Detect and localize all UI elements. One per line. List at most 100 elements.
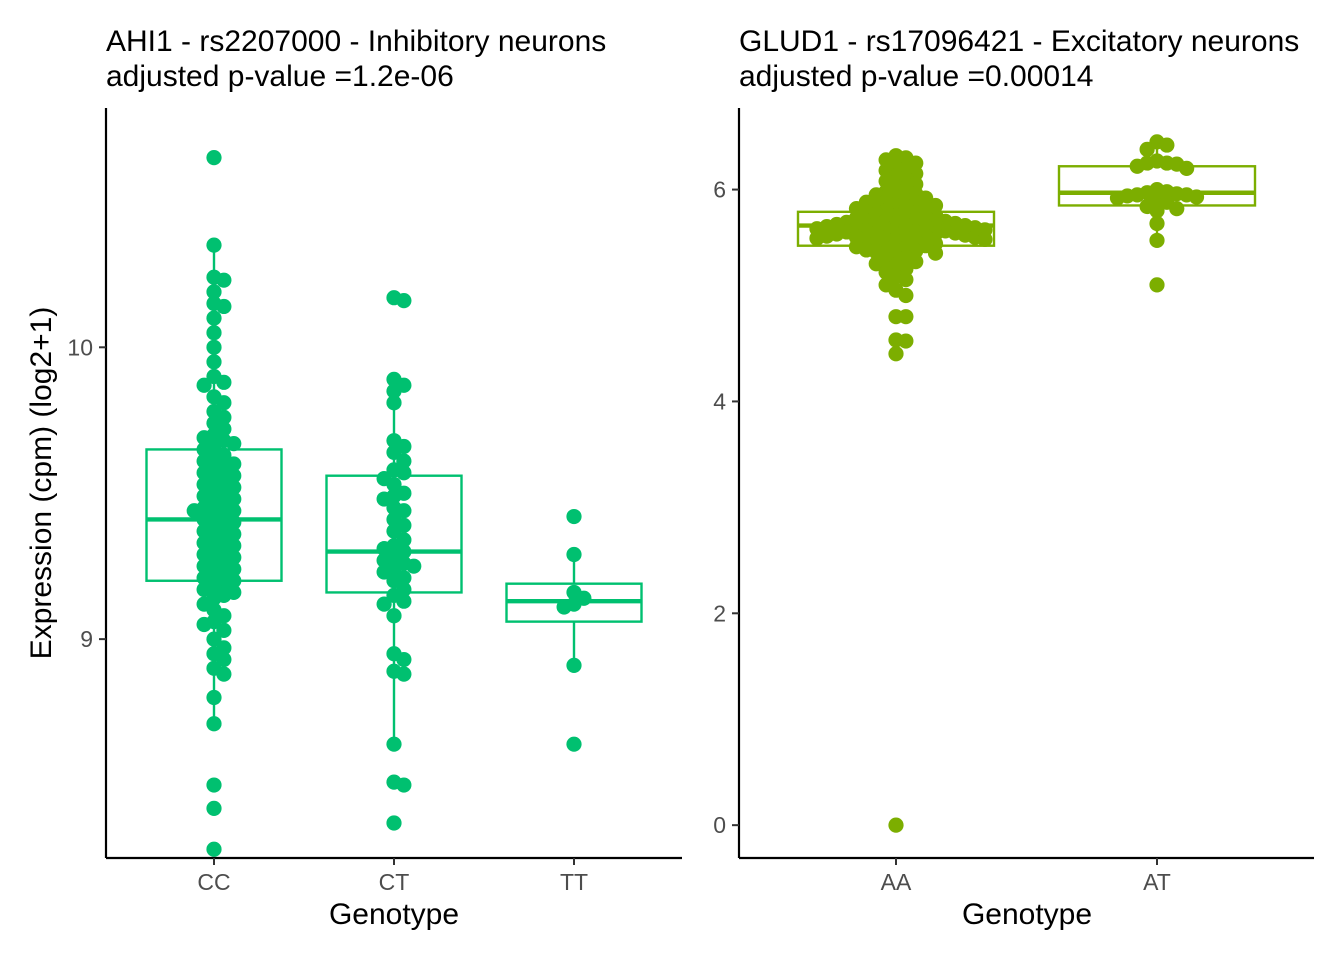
data-point bbox=[206, 284, 222, 300]
data-point bbox=[206, 716, 222, 732]
data-point bbox=[1169, 201, 1185, 217]
data-point bbox=[898, 287, 914, 304]
data-point bbox=[376, 564, 392, 580]
data-point bbox=[396, 651, 412, 668]
data-point bbox=[1179, 160, 1195, 176]
data-point bbox=[196, 558, 212, 574]
x-tick-label: AT bbox=[1143, 869, 1171, 895]
data-point bbox=[216, 272, 232, 288]
data-point bbox=[809, 230, 825, 246]
data-point bbox=[386, 444, 402, 460]
data-point bbox=[1139, 141, 1155, 157]
data-point bbox=[206, 237, 222, 253]
data-point bbox=[196, 523, 212, 539]
points-cc bbox=[186, 150, 242, 857]
data-point bbox=[1149, 215, 1165, 232]
data-point bbox=[196, 441, 212, 458]
data-point bbox=[868, 256, 884, 272]
panel-glud1: GLUD1 - rs17096421 - Excitatory neurons … bbox=[713, 25, 1314, 931]
y-ticks: 0 2 4 6 bbox=[713, 177, 739, 838]
data-point bbox=[196, 476, 212, 493]
data-point bbox=[396, 293, 412, 309]
data-point bbox=[196, 465, 212, 481]
data-point bbox=[566, 508, 582, 525]
data-point bbox=[196, 377, 212, 393]
data-point bbox=[206, 354, 222, 370]
data-point bbox=[196, 511, 212, 528]
data-point bbox=[196, 535, 212, 551]
data-point bbox=[396, 777, 412, 793]
data-point bbox=[566, 736, 582, 752]
data-point bbox=[1149, 203, 1165, 219]
data-point bbox=[396, 465, 412, 481]
data-point bbox=[1129, 158, 1145, 174]
data-point bbox=[196, 453, 212, 469]
data-point bbox=[386, 476, 402, 493]
data-point bbox=[376, 491, 392, 507]
x-tick-label: TT bbox=[560, 869, 588, 895]
y-tick-label: 9 bbox=[80, 626, 93, 652]
data-point bbox=[206, 631, 222, 647]
data-point bbox=[196, 570, 212, 586]
data-point bbox=[386, 736, 402, 752]
data-point bbox=[376, 541, 392, 557]
data-point bbox=[206, 841, 222, 857]
data-point bbox=[386, 395, 402, 411]
y-tick-label: 0 bbox=[713, 812, 726, 838]
x-tick-label: CT bbox=[379, 869, 410, 895]
data-point bbox=[386, 383, 402, 399]
data-point bbox=[566, 657, 582, 673]
data-point bbox=[226, 436, 242, 452]
data-point bbox=[1149, 277, 1165, 293]
data-point bbox=[396, 503, 412, 519]
points-tt bbox=[556, 508, 592, 752]
data-point bbox=[196, 546, 212, 563]
data-point bbox=[888, 817, 904, 833]
data-point bbox=[927, 245, 944, 261]
y-tick-label: 2 bbox=[713, 600, 726, 626]
panel-ahi1: AHI1 - rs2207000 - Inhibitory neurons ad… bbox=[25, 25, 682, 931]
x-ticks: AA AT bbox=[881, 858, 1171, 895]
points-ct bbox=[376, 290, 422, 831]
data-point bbox=[556, 599, 572, 615]
data-point bbox=[206, 150, 222, 166]
panel-title: GLUD1 - rs17096421 - Excitatory neurons bbox=[739, 25, 1299, 58]
data-point bbox=[206, 310, 222, 326]
data-point bbox=[396, 593, 412, 609]
data-point bbox=[406, 558, 422, 574]
data-point bbox=[1159, 137, 1175, 153]
data-point bbox=[216, 374, 232, 390]
points-at bbox=[1109, 134, 1205, 293]
data-point bbox=[386, 573, 402, 589]
y-tick-label: 10 bbox=[67, 334, 93, 360]
panel-subtitle: adjusted p-value =0.00014 bbox=[739, 60, 1093, 93]
data-point bbox=[376, 596, 392, 612]
point-layer bbox=[809, 134, 1205, 833]
data-point bbox=[376, 552, 392, 568]
data-point bbox=[386, 815, 402, 831]
y-tick-label: 6 bbox=[713, 177, 726, 203]
data-point bbox=[1109, 190, 1126, 206]
x-axis-label: Genotype bbox=[329, 898, 459, 931]
data-point bbox=[206, 800, 222, 816]
x-axis-label: Genotype bbox=[962, 898, 1092, 931]
data-point bbox=[216, 298, 232, 315]
data-point bbox=[196, 430, 212, 446]
points-aa bbox=[809, 148, 993, 833]
data-point bbox=[186, 503, 202, 519]
y-axis-label: Expression (cpm) (log2+1) bbox=[25, 307, 58, 660]
data-point bbox=[566, 546, 582, 563]
data-point bbox=[386, 523, 402, 539]
data-point bbox=[898, 333, 914, 349]
panel-subtitle: adjusted p-value =1.2e-06 bbox=[106, 60, 454, 93]
data-point bbox=[386, 608, 402, 624]
x-tick-label: CC bbox=[197, 869, 230, 895]
x-tick-label: AA bbox=[881, 869, 912, 895]
data-point bbox=[396, 666, 412, 682]
data-point bbox=[196, 581, 212, 598]
data-point bbox=[216, 622, 232, 638]
data-point bbox=[216, 395, 232, 411]
data-point bbox=[206, 689, 222, 706]
data-point bbox=[888, 346, 904, 362]
data-point bbox=[1149, 232, 1165, 249]
